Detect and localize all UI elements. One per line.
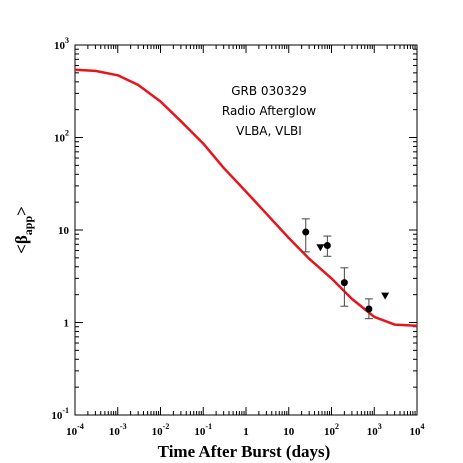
- upper-limit-marker: [381, 292, 390, 300]
- y-axis-label-sub: app: [21, 216, 35, 236]
- y-tick-label: 10-1: [51, 406, 69, 422]
- annotation-block: GRB 030329 Radio Afterglow VLBA, VLBI: [222, 84, 316, 138]
- data-points-group: [301, 218, 390, 320]
- data-point-group: [340, 267, 349, 307]
- data-point: [302, 228, 310, 236]
- data-point-group: [301, 218, 310, 253]
- x-tick-label: 10-3: [109, 422, 127, 438]
- data-point: [323, 241, 331, 249]
- x-tick-label: 10-1: [194, 422, 212, 438]
- annotation-line-1: GRB 030329: [231, 84, 307, 98]
- axes-frame-group: [74, 44, 418, 416]
- model-curve-group: [74, 68, 418, 328]
- x-tick-label: 104: [410, 422, 425, 438]
- model-curve: [74, 68, 418, 328]
- y-axis-label-main: <β: [12, 235, 31, 254]
- svg-text:<βapp>: <βapp>: [12, 206, 35, 254]
- data-point-group: [364, 298, 373, 320]
- y-tick-label: 1: [64, 318, 70, 330]
- y-tick-label: 102: [54, 129, 69, 145]
- tick-labels-group: 10-4 10-3 10-2 10-1 1 10 102 103 104 10-1 1 10 102 10…: [51, 36, 424, 438]
- data-point: [365, 305, 373, 313]
- x-tick-label: 102: [324, 422, 339, 438]
- annotation-line-3: VLBA, VLBI: [236, 124, 302, 138]
- x-tick-label: 1: [243, 426, 249, 438]
- y-tick-label: 103: [54, 36, 69, 52]
- x-tick-label: 103: [367, 422, 382, 438]
- plot-frame: [74, 44, 418, 416]
- y-axis-label: <βapp>: [12, 206, 35, 254]
- x-tick-label: 10-2: [152, 422, 170, 438]
- data-point: [340, 279, 348, 287]
- x-tick-label: 10: [283, 426, 295, 438]
- annotation-line-2: Radio Afterglow: [222, 104, 316, 118]
- upper-limit-marker: [316, 244, 325, 252]
- data-point-group: [323, 235, 332, 257]
- x-tick-label: 10-4: [66, 422, 84, 438]
- y-axis-label-tail: >: [12, 206, 31, 216]
- x-axis-label: Time After Burst (days): [158, 442, 331, 461]
- y-tick-label: 10: [58, 225, 70, 237]
